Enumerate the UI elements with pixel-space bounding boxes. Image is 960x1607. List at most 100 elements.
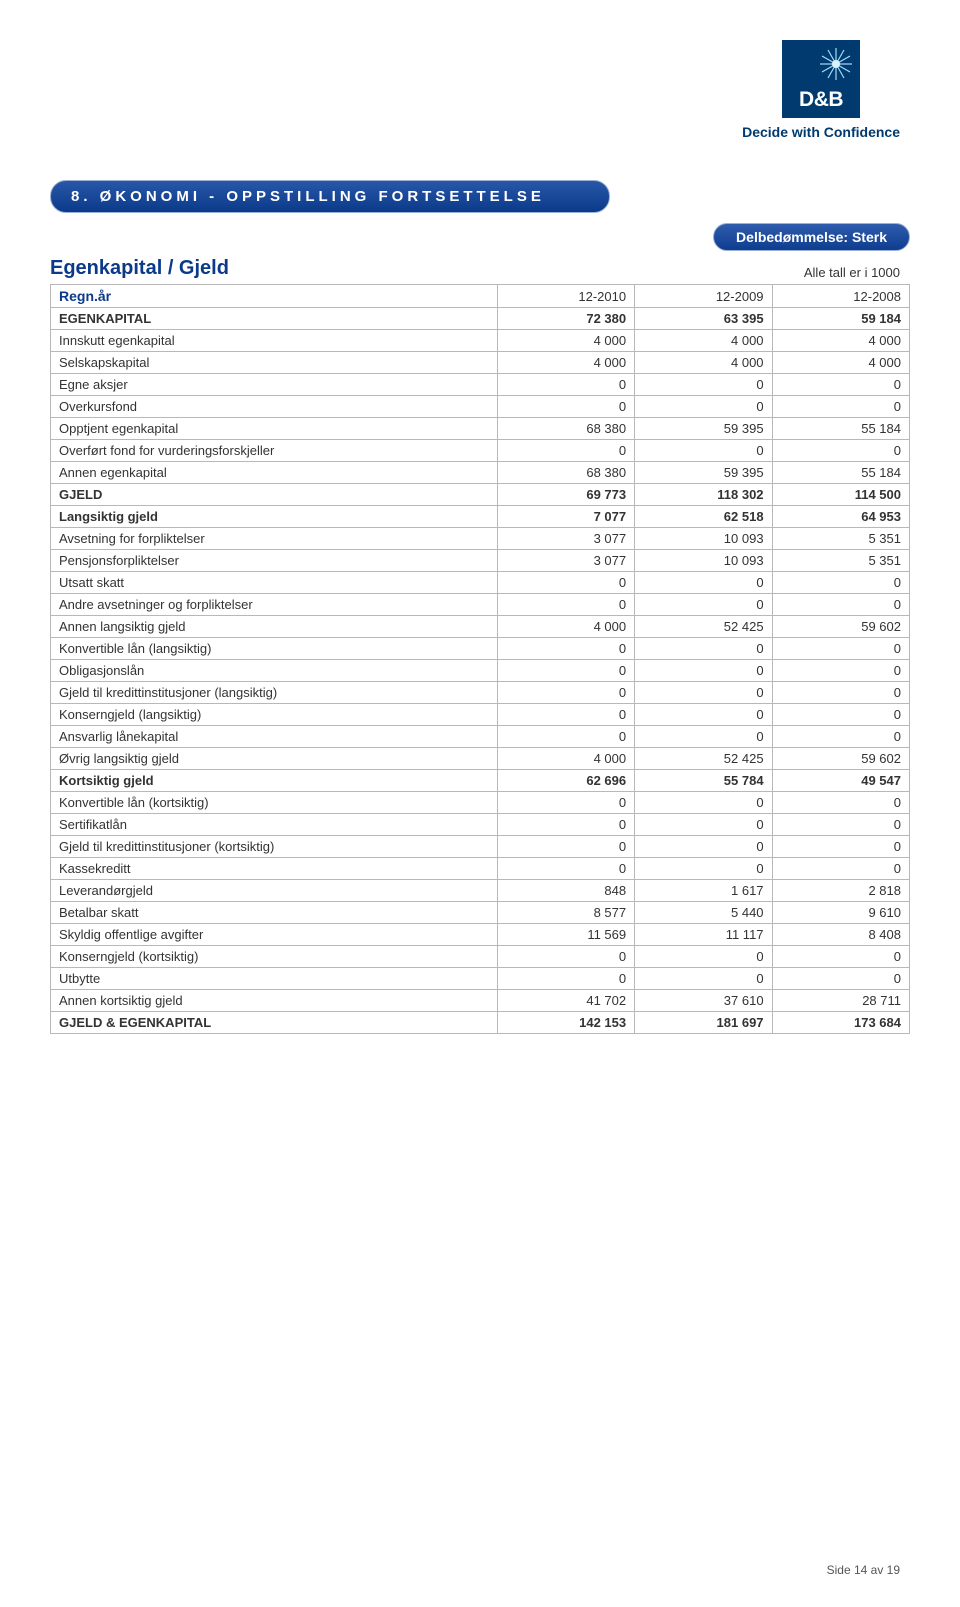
row-value: 49 547 (772, 770, 909, 792)
row-value: 4 000 (635, 330, 772, 352)
row-value: 4 000 (497, 748, 634, 770)
row-label: Annen egenkapital (51, 462, 498, 484)
table-row: Avsetning for forpliktelser3 07710 0935 … (51, 528, 910, 550)
row-value: 4 000 (497, 616, 634, 638)
table-heading-row: Egenkapital / Gjeld Alle tall er i 1000 (50, 257, 910, 280)
row-value: 0 (772, 792, 909, 814)
row-value: 0 (772, 858, 909, 880)
table-row: EGENKAPITAL72 38063 39559 184 (51, 308, 910, 330)
row-value: 0 (772, 638, 909, 660)
row-value: 0 (497, 396, 634, 418)
row-value: 4 000 (635, 352, 772, 374)
row-label: EGENKAPITAL (51, 308, 498, 330)
row-value: 0 (635, 726, 772, 748)
row-value: 0 (772, 946, 909, 968)
brand-tagline: Decide with Confidence (742, 124, 900, 140)
row-label: Konserngjeld (langsiktig) (51, 704, 498, 726)
table-row: Pensjonsforpliktelser3 07710 0935 351 (51, 550, 910, 572)
row-label: Kassekreditt (51, 858, 498, 880)
row-value: 0 (497, 374, 634, 396)
row-label: Annen langsiktig gjeld (51, 616, 498, 638)
row-value: 0 (497, 814, 634, 836)
table-row: Utbytte000 (51, 968, 910, 990)
row-value: 0 (772, 594, 909, 616)
table-row: Opptjent egenkapital68 38059 39555 184 (51, 418, 910, 440)
table-title: Egenkapital / Gjeld (50, 257, 229, 280)
row-value: 0 (635, 792, 772, 814)
table-row: Annen kortsiktig gjeld41 70237 61028 711 (51, 990, 910, 1012)
row-value: 0 (772, 968, 909, 990)
row-value: 0 (772, 704, 909, 726)
row-value: 37 610 (635, 990, 772, 1012)
row-value: 4 000 (497, 330, 634, 352)
row-label: Gjeld til kredittinstitusjoner (kortsikt… (51, 836, 498, 858)
col-header: 12-2010 (497, 285, 634, 308)
table-row: Konserngjeld (langsiktig)000 (51, 704, 910, 726)
row-label: GJELD (51, 484, 498, 506)
brand-logo-area: D&B Decide with Confidence (742, 40, 900, 140)
row-label: Leverandørgjeld (51, 880, 498, 902)
row-value: 55 784 (635, 770, 772, 792)
row-value: 0 (635, 660, 772, 682)
row-value: 0 (497, 704, 634, 726)
row-value: 59 602 (772, 616, 909, 638)
row-value: 4 000 (497, 352, 634, 374)
row-value: 181 697 (635, 1012, 772, 1034)
row-label: GJELD & EGENKAPITAL (51, 1012, 498, 1034)
financial-table: Regn.år 12-2010 12-2009 12-2008 EGENKAPI… (50, 284, 910, 1034)
row-value: 68 380 (497, 418, 634, 440)
row-value: 68 380 (497, 462, 634, 484)
sunburst-icon (818, 46, 854, 82)
row-value: 0 (772, 572, 909, 594)
page-footer: Side 14 av 19 (827, 1563, 900, 1577)
row-value: 8 577 (497, 902, 634, 924)
row-value: 3 077 (497, 550, 634, 572)
row-value: 114 500 (772, 484, 909, 506)
row-value: 69 773 (497, 484, 634, 506)
row-value: 0 (497, 594, 634, 616)
row-label: Sertifikatlån (51, 814, 498, 836)
row-label: Obligasjonslån (51, 660, 498, 682)
row-value: 2 818 (772, 880, 909, 902)
row-value: 0 (635, 440, 772, 462)
page-content: 8. ØKONOMI - OPPSTILLING FORTSETTELSE De… (0, 0, 960, 1034)
row-label: Skyldig offentlige avgifter (51, 924, 498, 946)
table-header-row: Regn.år 12-2010 12-2009 12-2008 (51, 285, 910, 308)
table-row: Konvertible lån (langsiktig)000 (51, 638, 910, 660)
brand-logo: D&B (782, 40, 860, 118)
row-value: 62 696 (497, 770, 634, 792)
row-value: 0 (635, 638, 772, 660)
row-value: 0 (497, 638, 634, 660)
table-row: Overført fond for vurderingsforskjeller0… (51, 440, 910, 462)
row-value: 0 (635, 396, 772, 418)
row-value: 0 (772, 660, 909, 682)
row-value: 59 602 (772, 748, 909, 770)
table-row: GJELD & EGENKAPITAL142 153181 697173 684 (51, 1012, 910, 1034)
row-value: 0 (497, 836, 634, 858)
row-value: 0 (772, 682, 909, 704)
row-value: 173 684 (772, 1012, 909, 1034)
row-value: 0 (772, 836, 909, 858)
row-value: 118 302 (635, 484, 772, 506)
section-header-bar: 8. ØKONOMI - OPPSTILLING FORTSETTELSE (50, 180, 610, 213)
table-row: Betalbar skatt8 5775 4409 610 (51, 902, 910, 924)
row-value: 0 (497, 946, 634, 968)
row-value: 0 (635, 572, 772, 594)
table-row: Annen langsiktig gjeld4 00052 42559 602 (51, 616, 910, 638)
table-row: Gjeld til kredittinstitusjoner (kortsikt… (51, 836, 910, 858)
row-value: 0 (497, 660, 634, 682)
col-header: 12-2009 (635, 285, 772, 308)
table-row: Annen egenkapital68 38059 39555 184 (51, 462, 910, 484)
row-value: 63 395 (635, 308, 772, 330)
row-value: 28 711 (772, 990, 909, 1012)
row-value: 59 395 (635, 462, 772, 484)
row-value: 0 (635, 858, 772, 880)
row-value: 0 (772, 726, 909, 748)
row-label: Langsiktig gjeld (51, 506, 498, 528)
header-label: Regn.år (51, 285, 498, 308)
row-label: Ansvarlig lånekapital (51, 726, 498, 748)
row-label: Kortsiktig gjeld (51, 770, 498, 792)
row-value: 0 (635, 594, 772, 616)
sub-bar-row: Delbedømmelse: Sterk (50, 223, 910, 251)
row-value: 55 184 (772, 462, 909, 484)
